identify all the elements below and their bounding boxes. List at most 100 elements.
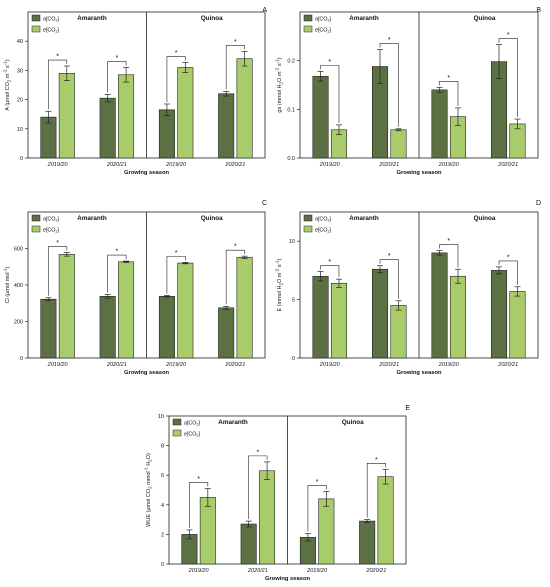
significance-bracket <box>307 485 327 532</box>
y-tick-label: 8 <box>161 444 164 450</box>
bar-elevated <box>236 256 253 359</box>
panel-label: A <box>262 7 267 14</box>
significance-bracket <box>225 249 245 305</box>
y-tick-label: 10 <box>17 127 23 133</box>
bar-ambient <box>490 270 508 359</box>
y-tick-label: 0 <box>161 562 164 568</box>
crop-label-amaranth: Amaranth <box>77 215 107 222</box>
chart-panel-b: B 0.0 0.1 0.2gs (mmol H2O m-2 s-1) Amaranth Q… <box>275 7 542 176</box>
y-tick-label: 10 <box>289 239 295 245</box>
legend-label-ambient: a[CO2] <box>43 16 60 22</box>
chart-panel-c: C 0 200 400 600 Ci (μmol mol-1) Amaranth Quinoa… <box>3 200 268 376</box>
legend-swatch-ambient <box>31 14 41 22</box>
category-label: 2019/20 <box>319 162 341 168</box>
panel-label: B <box>536 7 541 14</box>
panel-label: D <box>536 200 541 207</box>
y-tick-label: 600 <box>14 247 23 253</box>
bar-elevated <box>390 305 407 359</box>
significance-bracket <box>225 45 245 90</box>
significance-bracket <box>366 462 386 518</box>
significance-star: * <box>388 253 391 260</box>
y-axis-label: gs (mmol H2O m-2 s-1) <box>275 57 284 112</box>
bar-ambient <box>240 523 257 565</box>
significance-star: * <box>507 32 510 39</box>
significance-star: * <box>447 238 450 245</box>
significance-bracket <box>107 254 127 293</box>
category-label: 2019/20 <box>47 162 69 168</box>
bar-elevated <box>318 498 335 565</box>
bar-ambient <box>371 268 389 359</box>
legend-label-elevated: e[CO2] <box>315 227 332 233</box>
significance-bracket <box>320 65 340 123</box>
significance-star: * <box>116 55 119 62</box>
significance-bracket <box>379 259 399 299</box>
bar-elevated <box>118 74 135 159</box>
bar-ambient <box>312 75 329 159</box>
x-axis-label: Growing season <box>265 576 311 582</box>
crop-label-quinoa: Quinoa <box>201 215 223 222</box>
legend-label-elevated: e[CO2] <box>43 227 60 233</box>
bar-ambient <box>359 520 376 565</box>
crop-label-quinoa: Quinoa <box>201 15 223 22</box>
category-label: 2019/20 <box>188 568 210 574</box>
bar-elevated <box>118 261 135 359</box>
significance-bracket <box>498 260 518 285</box>
legend-swatch-ambient <box>172 418 182 426</box>
y-axis-label: Ci (μmol mol-1) <box>3 266 12 303</box>
significance-bracket <box>189 482 209 528</box>
y-axis-label: WUE (μmol CO2 mmol-1 H2O) <box>144 453 153 527</box>
bar-elevated <box>177 262 194 359</box>
bar-elevated <box>236 58 253 159</box>
bar-elevated <box>377 476 394 565</box>
category-label: 2020/21 <box>365 568 386 574</box>
legend-swatch-elevated <box>31 25 41 33</box>
y-tick-label: 20 <box>17 98 23 104</box>
panel-label: C <box>262 200 267 207</box>
y-tick-label: 0 <box>292 356 295 362</box>
significance-bracket <box>320 265 340 278</box>
category-label: 2019/20 <box>438 362 460 368</box>
y-tick-label: 400 <box>14 283 23 289</box>
significance-star: * <box>116 249 119 256</box>
legend-swatch-ambient <box>31 214 41 222</box>
bar-ambient <box>431 89 448 159</box>
y-tick-label: 0 <box>20 156 23 162</box>
category-label: 2019/20 <box>47 362 69 368</box>
category-label: 2019/20 <box>306 568 328 574</box>
y-tick-label: 200 <box>14 320 23 326</box>
bar-ambient <box>218 93 235 159</box>
significance-bracket <box>498 38 518 118</box>
category-label: 2019/20 <box>319 362 341 368</box>
legend-label-ambient: a[CO2] <box>184 420 201 426</box>
significance-star: * <box>316 479 319 486</box>
significance-star: * <box>234 39 237 46</box>
crop-label-quinoa: Quinoa <box>342 419 364 426</box>
category-label: 2020/21 <box>497 362 518 368</box>
bar-ambient <box>99 296 116 359</box>
significance-star: * <box>507 254 510 261</box>
bar-elevated <box>58 254 75 359</box>
y-tick-label: 2 <box>161 532 164 538</box>
legend-swatch-elevated <box>303 25 313 33</box>
y-tick-label: 40 <box>17 39 23 45</box>
y-axis-label: E (mmol H2O m-2 s-1) <box>275 258 284 311</box>
category-label: 2020/21 <box>378 362 399 368</box>
y-tick-label: 5 <box>292 298 295 304</box>
significance-bracket <box>248 455 268 520</box>
legend-label-elevated: e[CO2] <box>184 431 201 437</box>
y-tick-label: 30 <box>17 68 23 74</box>
significance-bracket <box>166 56 186 102</box>
significance-star: * <box>328 59 331 66</box>
x-axis-label: Growing season <box>124 170 170 176</box>
category-label: 2020/21 <box>224 162 245 168</box>
bar-ambient <box>99 97 116 159</box>
y-tick-label: 0 <box>20 356 23 362</box>
legend-swatch-elevated <box>31 225 41 233</box>
y-tick-label: 4 <box>161 503 164 509</box>
panel-label: E <box>405 405 410 412</box>
bar-elevated <box>449 275 467 359</box>
significance-star: * <box>175 250 178 257</box>
bar-ambient <box>218 307 235 359</box>
bar-ambient <box>40 298 57 359</box>
